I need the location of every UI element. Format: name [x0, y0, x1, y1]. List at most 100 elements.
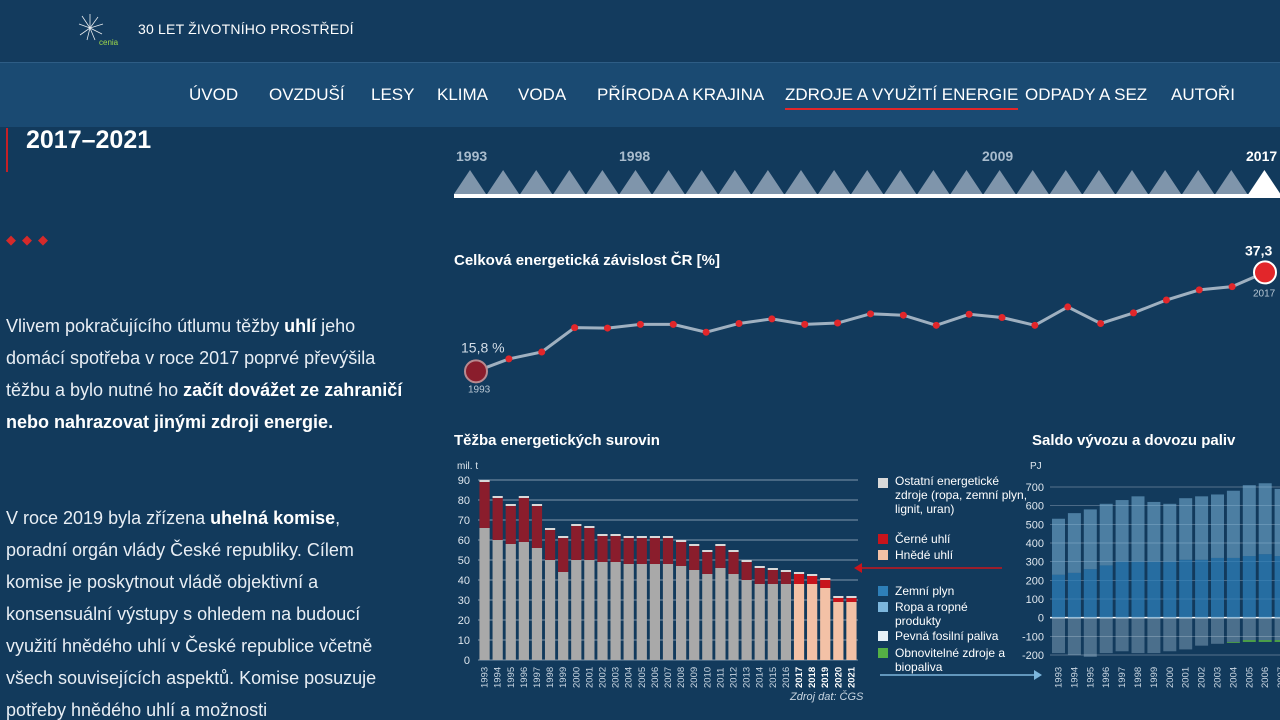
timeline-marker — [1149, 170, 1182, 194]
site-title[interactable]: 30 LET ŽIVOTNÍHO PROSTŘEDÍ — [138, 21, 354, 37]
nav-ovzdusi[interactable]: OVZDUŠÍ — [269, 85, 345, 104]
mining-bar-brown-coal — [715, 568, 726, 660]
timeline-year-2017[interactable]: 2017 — [1246, 148, 1278, 164]
nav-lesy[interactable]: LESY — [371, 85, 415, 104]
fuel-bar-solid — [1147, 617, 1161, 654]
cenia-logo[interactable]: cenia — [78, 12, 126, 46]
fuel-bar-oil — [1083, 509, 1097, 570]
mining-bar-other — [571, 524, 582, 526]
fuel-xtick: 2001 — [1181, 667, 1192, 688]
mining-xtick: 2015 — [768, 667, 779, 688]
fuel-xtick: 1997 — [1117, 667, 1128, 688]
timeline-marker — [818, 170, 851, 194]
mining-bar-black-coal — [597, 536, 608, 562]
mining-bar-brown-coal — [689, 570, 700, 660]
fuel-xtick: 2002 — [1197, 667, 1208, 688]
nav-uvod[interactable]: ÚVOD — [189, 85, 239, 104]
mining-bar-other — [610, 534, 621, 536]
mining-bar-black-coal — [820, 580, 831, 588]
mining-bar-other — [846, 596, 857, 598]
legend-swatch-gas — [878, 586, 888, 596]
mining-xtick: 2008 — [676, 667, 687, 688]
mining-bar-brown-coal — [741, 580, 752, 660]
dependency-point — [636, 320, 644, 328]
mining-bar-black-coal — [807, 576, 818, 584]
dependency-point — [1228, 283, 1236, 291]
mining-bar-other — [492, 496, 503, 498]
dependency-end-point — [1253, 260, 1277, 285]
fuel-ytick: 700 — [1026, 482, 1044, 494]
timeline-year-2009[interactable]: 2009 — [982, 148, 1014, 164]
timeline-year-1998[interactable]: 1998 — [619, 148, 651, 164]
fuel-bar-solid — [1067, 617, 1081, 655]
fuel-bar-renew — [1274, 640, 1280, 642]
timeline-year-1993[interactable]: 1993 — [456, 148, 488, 164]
legend-brown-coal: Hnědé uhlí — [895, 548, 954, 562]
mining-xtick: 2010 — [702, 667, 713, 688]
legend-swatch-renew — [878, 648, 888, 658]
mining-bar-black-coal — [662, 538, 674, 564]
fuel-ytick: 600 — [1026, 501, 1044, 513]
nav-zdroje-a-vyuziti-energie[interactable]: ZDROJE A VYUŽITÍ ENERGIE — [785, 85, 1019, 110]
fuel-ytick: 300 — [1026, 557, 1044, 569]
mining-xtick: 1995 — [506, 667, 517, 688]
timeline-marker — [884, 170, 917, 194]
fuel-bar-gas — [1131, 561, 1145, 618]
fuel-xtick: 2007 — [1276, 667, 1280, 688]
mining-bar-black-coal — [715, 546, 726, 568]
timeline-marker — [487, 170, 520, 194]
timeline-marker — [1116, 170, 1148, 194]
mining-bar-other — [558, 536, 569, 538]
dependency-point — [1130, 309, 1137, 317]
section-period: 2017–2021 — [26, 126, 152, 154]
dependency-line-chart: 15,8 % 1993 37,3 2017 — [461, 242, 1277, 395]
fuel-bar-gas — [1147, 561, 1161, 618]
fuel-ytick: 100 — [1026, 594, 1044, 606]
mining-xtick: 2021 — [846, 666, 857, 688]
fuel-ytick: -100 — [1022, 631, 1044, 643]
mining-xtick: 2002 — [597, 667, 608, 688]
fuel-xtick: 2003 — [1213, 667, 1224, 688]
mining-bar-other — [662, 536, 674, 538]
mining-bar-black-coal — [492, 498, 503, 540]
dependency-point — [505, 355, 513, 363]
timeline-marker — [718, 170, 751, 194]
mining-bar-black-coal — [689, 546, 700, 570]
timeline-marker — [751, 170, 784, 194]
dependency-point — [965, 310, 973, 318]
mining-ytick: 0 — [464, 655, 470, 667]
header-divider — [0, 62, 1280, 63]
mining-bar-black-coal — [846, 598, 857, 602]
fuel-bar-solid — [1179, 617, 1193, 650]
mining-bar-black-coal — [584, 528, 595, 560]
fuel-bar-gas — [1163, 561, 1177, 618]
timeline-track[interactable] — [0, 160, 1280, 204]
mining-xtick: 2013 — [742, 667, 753, 688]
dependency-start-point — [464, 359, 488, 384]
legend-oil: Ropa a ropné produkty — [895, 600, 968, 628]
fuel-bar-oil — [1211, 494, 1224, 558]
fuel-xtick: 2000 — [1165, 667, 1176, 688]
fuel-xtick: 1993 — [1054, 667, 1065, 688]
mining-ytick: 70 — [458, 515, 470, 527]
mining-xtick: 1994 — [493, 667, 504, 688]
nav-klima[interactable]: KLIMA — [437, 85, 489, 104]
timeline-marker — [917, 170, 950, 194]
fuel-xtick: 1998 — [1133, 667, 1144, 688]
dependency-point — [669, 320, 677, 328]
mining-xtick: 2000 — [571, 667, 582, 688]
nav-autori[interactable]: AUTOŘI — [1171, 85, 1235, 104]
mining-bar-other — [649, 536, 661, 538]
legend-gas: Zemní plyn — [895, 584, 955, 598]
dependency-point — [867, 310, 874, 318]
mining-bar-black-coal — [479, 482, 490, 528]
mining-bar-black-coal — [728, 552, 739, 574]
nav-voda[interactable]: VODA — [518, 85, 567, 104]
nav-odpady-a-sez[interactable]: ODPADY A SEZ — [1025, 85, 1148, 104]
mining-bar-other — [584, 526, 595, 528]
mining-bar-black-coal — [793, 574, 805, 584]
mining-xtick: 2020 — [833, 667, 844, 688]
mining-bar-brown-coal — [610, 562, 621, 660]
nav-priroda-a-krajina[interactable]: PŘÍRODA A KRAJINA — [597, 85, 765, 104]
